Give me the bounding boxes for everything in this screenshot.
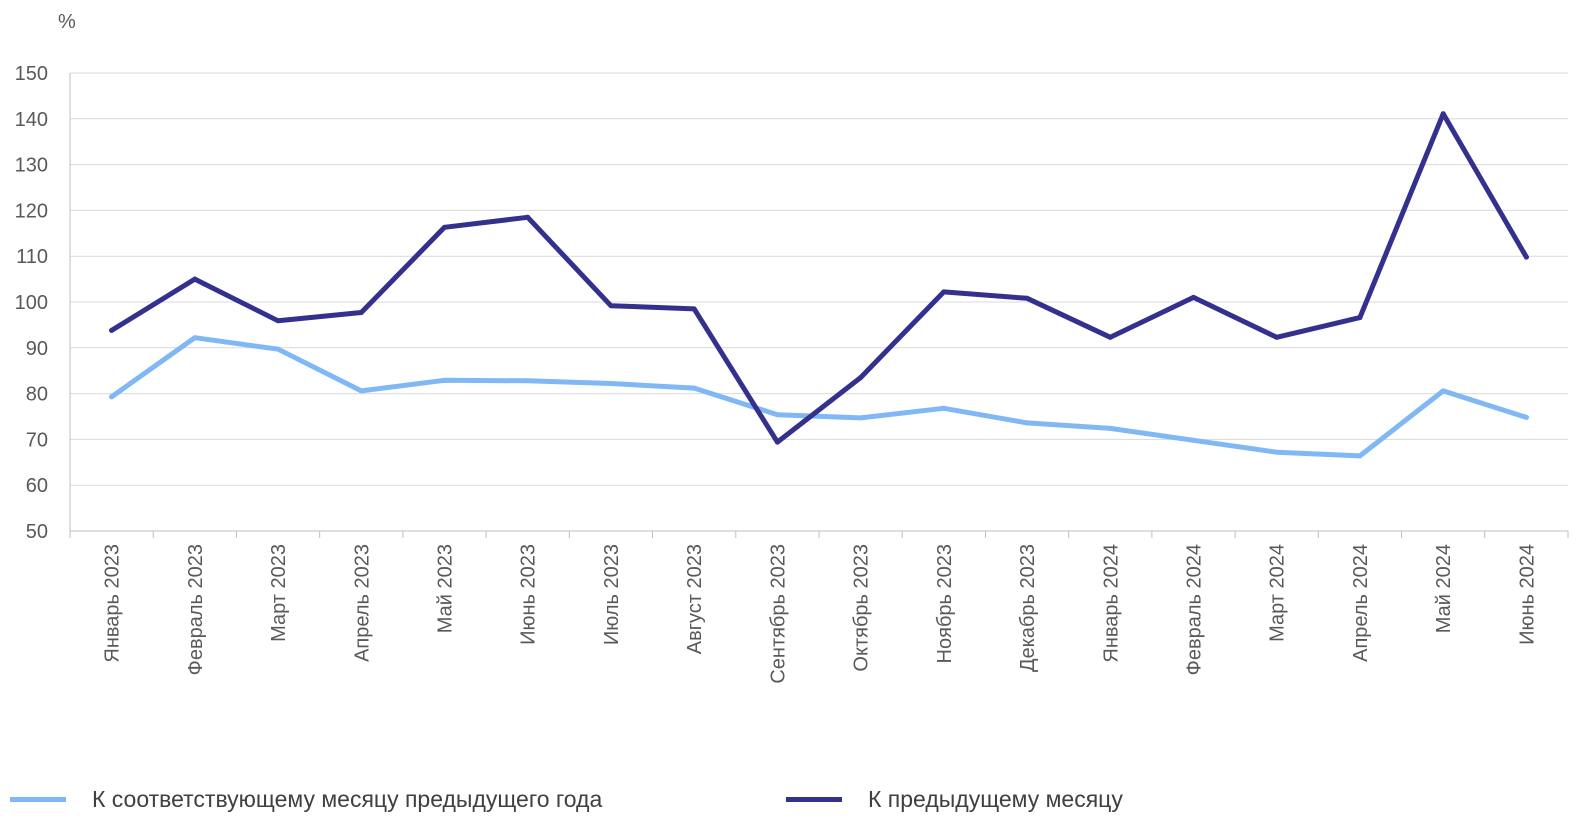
data-point-series-1 bbox=[1440, 111, 1446, 117]
data-point-series-1 bbox=[1107, 334, 1113, 340]
data-point-series-1 bbox=[691, 306, 697, 312]
y-tick-label: 140 bbox=[15, 109, 48, 131]
y-tick-label: 110 bbox=[16, 246, 48, 268]
data-point-series-0 bbox=[1523, 414, 1529, 420]
x-tick-label: Сентябрь 2023 bbox=[767, 544, 789, 684]
data-point-series-0 bbox=[691, 385, 697, 391]
data-point-series-1 bbox=[109, 327, 115, 333]
data-point-series-1 bbox=[774, 439, 780, 445]
data-point-series-0 bbox=[1024, 420, 1030, 426]
data-point-series-1 bbox=[1357, 315, 1363, 321]
y-tick-label: 130 bbox=[15, 155, 48, 177]
line-chart: 50 60 70 80 90 100 110 120 130 140 150 Январь 2023… bbox=[15, 11, 1569, 684]
gridlines bbox=[70, 72, 1568, 486]
x-tick-label: Июнь 2023 bbox=[518, 544, 540, 645]
x-tick-label: Февраль 2023 bbox=[185, 544, 207, 675]
data-point-series-1 bbox=[1274, 334, 1280, 340]
x-tick-label: Март 2023 bbox=[268, 544, 290, 642]
legend-swatch-year-over-year bbox=[10, 797, 66, 802]
data-point-series-0 bbox=[275, 346, 281, 352]
data-point-series-0 bbox=[358, 388, 364, 394]
x-tick-label: Май 2023 bbox=[435, 544, 457, 633]
y-tick-label: 50 bbox=[26, 521, 48, 543]
y-axis: 50 60 70 80 90 100 110 120 130 140 150 bbox=[15, 63, 71, 543]
legend-item-year-over-year: К соответствующему месяцу предыдущего го… bbox=[10, 786, 602, 813]
data-point-series-0 bbox=[109, 394, 115, 400]
legend-label-month-over-month: К предыдущему месяцу bbox=[868, 786, 1123, 812]
data-point-series-0 bbox=[1357, 453, 1363, 459]
data-point-series-1 bbox=[1523, 254, 1529, 260]
x-tick-label: Март 2024 bbox=[1267, 544, 1289, 642]
data-point-series-1 bbox=[192, 276, 198, 282]
data-point-series-1 bbox=[1024, 295, 1030, 301]
x-tick-label: Январь 2023 bbox=[102, 544, 124, 663]
x-tick-label: Август 2023 bbox=[684, 544, 706, 654]
x-axis: Январь 2023 Февраль 2023 Март 2023 Апрель 2… bbox=[69, 530, 1569, 684]
series-line-0 bbox=[109, 335, 1529, 459]
x-tick-label: Октябрь 2023 bbox=[851, 544, 873, 672]
data-point-series-0 bbox=[858, 415, 864, 421]
data-point-series-1 bbox=[358, 310, 364, 316]
x-tick-label: Июнь 2024 bbox=[1516, 544, 1538, 645]
legend-swatch-month-over-month bbox=[786, 797, 842, 802]
legend: К соответствующему месяцу предыдущего го… bbox=[0, 786, 1588, 822]
data-point-series-1 bbox=[525, 214, 531, 220]
series-line-1 bbox=[109, 111, 1529, 445]
x-tick-label: Май 2024 bbox=[1433, 544, 1455, 633]
data-point-series-0 bbox=[774, 412, 780, 418]
x-tick-label: Апрель 2023 bbox=[351, 544, 373, 662]
x-tick-label: Январь 2024 bbox=[1100, 544, 1122, 663]
data-point-series-0 bbox=[941, 405, 947, 411]
data-point-series-0 bbox=[525, 378, 531, 384]
series-lines bbox=[109, 111, 1529, 459]
data-point-series-1 bbox=[442, 224, 447, 230]
y-tick-label: 120 bbox=[15, 200, 48, 222]
y-tick-label: 70 bbox=[26, 429, 48, 451]
data-point-series-1 bbox=[1191, 294, 1196, 300]
y-tick-label: 60 bbox=[26, 475, 48, 497]
y-unit-label: % bbox=[58, 11, 76, 33]
data-point-series-0 bbox=[1440, 388, 1446, 394]
legend-item-month-over-month: К предыдущему месяцу bbox=[786, 786, 1123, 813]
data-point-series-1 bbox=[275, 318, 281, 324]
data-point-series-0 bbox=[442, 377, 447, 383]
data-point-series-0 bbox=[1274, 449, 1280, 455]
x-tick-label: Декабрь 2023 bbox=[1017, 544, 1039, 672]
data-point-series-0 bbox=[1191, 437, 1196, 443]
data-point-series-1 bbox=[608, 303, 614, 309]
x-tick-label: Февраль 2024 bbox=[1184, 544, 1206, 675]
y-tick-label: 90 bbox=[26, 338, 48, 360]
x-tick-label: Июль 2023 bbox=[601, 544, 623, 645]
data-point-series-1 bbox=[941, 289, 947, 295]
x-tick-label: Апрель 2024 bbox=[1350, 544, 1372, 662]
x-tick-label: Ноябрь 2023 bbox=[934, 544, 956, 663]
data-point-series-1 bbox=[858, 375, 864, 381]
y-tick-label: 80 bbox=[26, 384, 48, 406]
data-point-series-0 bbox=[608, 381, 614, 387]
data-point-series-0 bbox=[192, 335, 198, 341]
y-tick-label: 100 bbox=[15, 292, 48, 314]
data-point-series-0 bbox=[1107, 425, 1113, 431]
y-tick-label: 150 bbox=[15, 63, 48, 85]
legend-label-year-over-year: К соответствующему месяцу предыдущего го… bbox=[92, 786, 603, 812]
